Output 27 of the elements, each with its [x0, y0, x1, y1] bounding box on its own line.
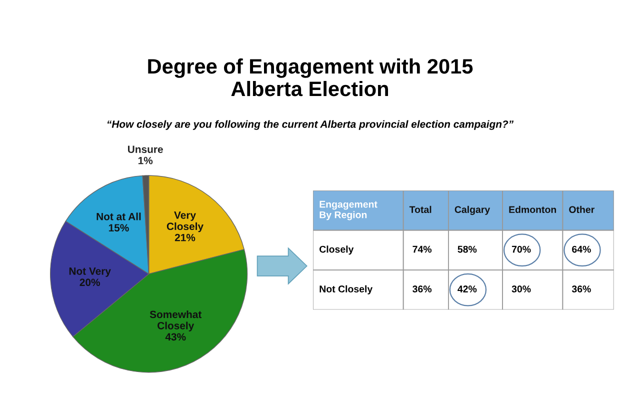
category-label: Other [569, 206, 594, 214]
text: 30% [512, 286, 531, 292]
slice-label: Somewhat Closely [150, 310, 202, 332]
category-label: Not Closely [320, 285, 373, 294]
category-label: Calgary [454, 206, 490, 215]
data-label: 1% [138, 156, 153, 164]
slice-label: Unsure [128, 146, 163, 154]
text: 74% [412, 246, 432, 253]
slice-label: Very Closely [166, 212, 204, 232]
slice-label: Not Very [69, 268, 111, 277]
text: 70% [512, 246, 531, 253]
text: 64% [572, 246, 591, 253]
text: 36% [412, 286, 432, 292]
text: 36% [572, 286, 591, 292]
category-label: Closely [320, 246, 354, 255]
data-label: 20% [80, 278, 100, 286]
text: Degree of Engagement with 2015 Alberta Election [148, 58, 473, 96]
text: “How closely are you following the current Alberta provincial election campaign?” [107, 120, 514, 130]
category-label: Edmonton [509, 206, 556, 214]
category-label: Total [409, 206, 432, 214]
slice-label: Not at All [96, 212, 141, 220]
text: 58% [458, 246, 477, 253]
text: 42% [458, 286, 477, 292]
category-label: Engagement By Region [320, 200, 378, 220]
data-label: 43% [165, 333, 186, 341]
data-label: 21% [174, 234, 196, 242]
data-label: 15% [108, 224, 129, 232]
